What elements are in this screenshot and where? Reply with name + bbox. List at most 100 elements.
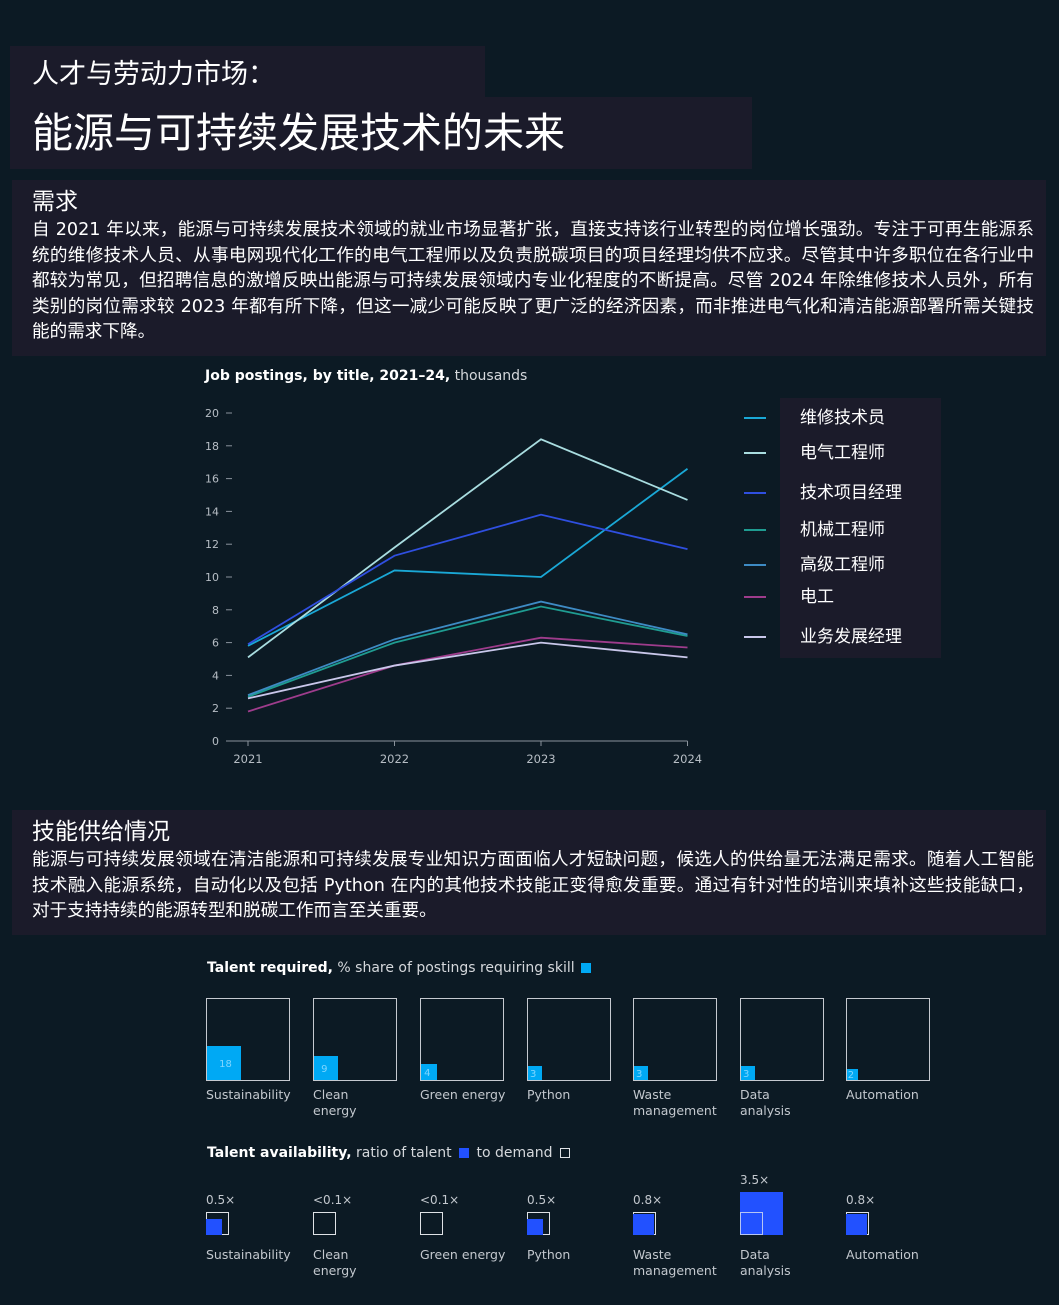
job-postings-chart-title: Job postings, by title, 2021–24, thousan… <box>205 368 527 384</box>
talent-required-value: 9 <box>321 1063 328 1075</box>
skills-supply-body: 能源与可持续发展领域在清洁能源和可持续发展专业知识方面面临人才短缺问题，候选人的… <box>32 850 1034 921</box>
talent-required-swatch-icon <box>580 963 591 973</box>
skill-label: Data analysis <box>740 1247 791 1278</box>
legend-swatch-icon <box>744 636 766 638</box>
skill-label: Automation <box>846 1087 919 1102</box>
talent-required-box: 3 <box>740 998 824 1081</box>
talent-availability-chart-title: Talent availability, ratio of talent to … <box>207 1145 573 1161</box>
skill-label: Clean energy <box>313 1247 357 1278</box>
y-tick-label: 4 <box>212 669 219 682</box>
page-title: 能源与可持续发展技术的未来 <box>10 97 752 169</box>
legend-item: 电工 <box>744 585 941 609</box>
y-tick-label: 20 <box>205 407 219 420</box>
skill-label: Python <box>527 1247 571 1262</box>
talent-required-fill <box>207 1045 242 1080</box>
job-postings-line-chart: 0 2 4 6 8 10 12 14 16 18 20 2021 2022 2023 2024 <box>205 407 702 766</box>
demand-body: 自 2021 年以来，能源与可持续发展技术领域的就业市场显著扩张，直接支持该行业… <box>32 220 1034 342</box>
y-tick-label: 18 <box>205 440 219 453</box>
talent-required-fill <box>847 1068 859 1080</box>
skill-label: Sustainability <box>206 1087 291 1102</box>
skill-label: Data analysis <box>740 1087 791 1118</box>
talent-required-box: 4 <box>420 998 504 1081</box>
skill-label: Clean energy <box>313 1087 357 1118</box>
talent-square <box>740 1191 784 1235</box>
talent-required-value: 2 <box>847 1070 855 1082</box>
talent-availability-title-end: to demand <box>472 1145 557 1161</box>
series-line-6 <box>247 641 688 700</box>
availability-ratio-label: 0.8× <box>633 1193 663 1207</box>
talent-required-box: 3 <box>527 998 611 1081</box>
legend-swatch-icon <box>744 452 766 454</box>
talent-required-value: 18 <box>219 1058 232 1070</box>
talent-required-value: 3 <box>530 1069 537 1080</box>
legend-label: 电气工程师 <box>800 443 885 463</box>
talent-availability-title-bold: Talent availability, <box>207 1145 352 1161</box>
talent-required-fill <box>634 1065 649 1080</box>
job-postings-title-bold: Job postings, by title, 2021–24, <box>205 368 451 384</box>
series-line-4 <box>247 600 688 696</box>
series-line-5 <box>247 636 688 713</box>
skill-label: Sustainability <box>206 1247 291 1262</box>
legend-item: 机械工程师 <box>744 518 941 542</box>
availability-ratio-label: <0.1× <box>420 1193 460 1207</box>
legend-label: 业务发展经理 <box>800 627 902 647</box>
talent-required-value: 3 <box>743 1069 750 1080</box>
skill-label: Green energy <box>420 1087 506 1102</box>
demand-square <box>313 1212 336 1235</box>
job-postings-title-rest: thousands <box>450 368 528 384</box>
demand-square <box>420 1212 443 1235</box>
x-tick-label: 2022 <box>380 752 409 766</box>
legend-swatch-icon <box>744 529 766 531</box>
x-tick-label: 2023 <box>526 752 555 766</box>
skill-label: Python <box>527 1087 571 1102</box>
availability-ratio-label: 0.8× <box>846 1193 876 1207</box>
skill-label: Waste management <box>633 1087 717 1118</box>
legend-item: 高级工程师 <box>744 553 941 577</box>
x-tick-label: 2024 <box>673 752 702 766</box>
skill-label: Waste management <box>633 1247 717 1278</box>
legend-label: 电工 <box>800 587 834 607</box>
demand-heading: 需求 <box>32 189 78 215</box>
y-tick-label: 16 <box>205 473 219 486</box>
talent-required-value: 4 <box>424 1067 431 1079</box>
demand-panel: 需求 自 2021 年以来，能源与可持续发展技术领域的就业市场显著扩张，直接支持… <box>12 180 1046 356</box>
demand-swatch-icon <box>559 1148 570 1158</box>
legend-label: 机械工程师 <box>800 520 885 540</box>
talent-required-fill <box>421 1063 438 1080</box>
y-tick-label: 8 <box>212 604 219 617</box>
talent-required-fill <box>741 1065 756 1080</box>
availability-ratio-label: <0.1× <box>313 1193 353 1207</box>
series-line-1 <box>247 438 688 659</box>
talent-required-title-rest: % share of postings requiring skill <box>332 960 575 976</box>
y-tick-label: 10 <box>205 571 219 584</box>
legend-item: 维修技术员 <box>744 406 941 430</box>
y-tick-label: 14 <box>205 505 219 518</box>
talent-required-fill <box>314 1055 339 1080</box>
talent-swatch-icon <box>459 1148 470 1158</box>
talent-required-title-bold: Talent required, <box>207 960 333 976</box>
talent-required-box: 2 <box>846 998 930 1081</box>
y-tick-label: 0 <box>212 735 219 748</box>
series-line-2 <box>247 513 688 646</box>
job-postings-legend: 维修技术员电气工程师技术项目经理机械工程师高级工程师电工业务发展经理 <box>744 398 941 658</box>
skills-supply-panel: 技能供给情况 能源与可持续发展领域在清洁能源和可持续发展专业知识方面面临人才短缺… <box>12 810 1046 935</box>
talent-required-box: 3 <box>633 998 717 1081</box>
x-tick-label: 2021 <box>233 752 262 766</box>
demand-square <box>740 1212 763 1235</box>
legend-swatch-icon <box>744 417 766 419</box>
talent-square <box>527 1218 544 1235</box>
talent-required-box: 9 <box>313 998 397 1081</box>
talent-square <box>846 1214 867 1235</box>
skill-label: Green energy <box>420 1247 506 1262</box>
talent-square <box>633 1214 654 1235</box>
legend-label: 高级工程师 <box>800 555 885 575</box>
availability-ratio-label: 3.5× <box>740 1172 770 1187</box>
talent-required-box: 18 <box>206 998 290 1081</box>
talent-required-value: 3 <box>636 1069 643 1080</box>
series-line-3 <box>247 605 688 698</box>
talent-required-fill <box>528 1065 543 1080</box>
legend-item: 业务发展经理 <box>744 625 941 649</box>
page-title-block: 人才与劳动力市场： 能源与可持续发展技术的未来 <box>10 46 752 169</box>
page-supertitle: 人才与劳动力市场： <box>10 46 485 97</box>
legend-item: 技术项目经理 <box>744 481 941 505</box>
